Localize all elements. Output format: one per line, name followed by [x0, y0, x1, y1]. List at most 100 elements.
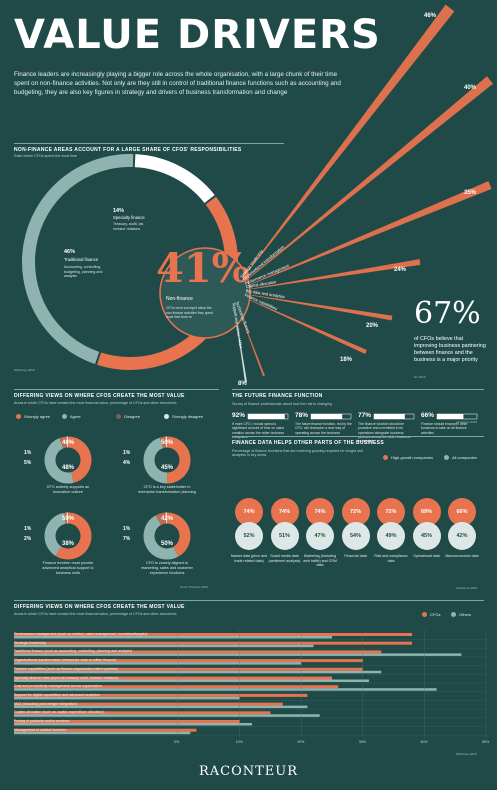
- ray-value-5: 18%: [340, 357, 353, 363]
- hbar-label-4: Finance capabilities (such as finance-or…: [14, 666, 118, 671]
- donut-3-caption: CFO is closely aligned to marketing, sal…: [141, 561, 193, 575]
- section1-subtitle: Ratio where CFOs spend the most time: [14, 154, 77, 158]
- hbar-others-3: [14, 662, 302, 665]
- donut-1-sd-label: 1%: [123, 450, 131, 456]
- hbar-label-0: Performance management (such as metrics,…: [14, 632, 148, 636]
- hbar-others-2: [14, 653, 462, 656]
- donut-2-agree-label: 38%: [62, 541, 75, 547]
- donut-0-strongly-agree: [67, 436, 92, 483]
- hbar-others-5: [14, 679, 369, 682]
- donut-3-sd-label: 1%: [123, 526, 131, 532]
- ray-4: [232, 292, 393, 321]
- donut-1-dis-label: 4%: [123, 460, 131, 466]
- section1-source: McKinsey 2019: [14, 368, 35, 372]
- ff-desc-3: Finance should empower other functions t…: [421, 422, 468, 435]
- fd-all-1: 51%: [270, 522, 299, 550]
- section5-rule: [14, 600, 484, 601]
- hbar-cfos-2: [14, 650, 382, 654]
- hbar-label-10: Pricing of products and/or services: [14, 719, 70, 723]
- section5-subtitle: Areas in which CFOs have created the mos…: [14, 612, 177, 616]
- fd-label-4: Risk and compliance data: [374, 554, 408, 563]
- donut-2-sa-label: 59%: [62, 516, 75, 522]
- nonfinance-label: Non-finance: [166, 296, 193, 302]
- ray-1: [232, 76, 494, 292]
- donut-3-agree: [143, 515, 179, 560]
- hbar-cfos-7: [14, 693, 308, 697]
- nonfinance-pct: 41%: [156, 245, 250, 292]
- hbar-tick-1: 10%: [235, 740, 243, 744]
- specialty-desc: Treasury, audit, tax, investor relations: [113, 222, 145, 231]
- hbar-label-8: M&A (including post-merger integration): [14, 701, 78, 706]
- donut-slice-specialty-finance: [134, 154, 215, 204]
- fd-all-5: 45%: [412, 522, 441, 550]
- ray-value-1: 40%: [464, 85, 477, 91]
- intro-text: Finance leaders are increasingly playing…: [14, 71, 341, 96]
- hbar-tick-3: 30%: [358, 740, 366, 744]
- donut-1-caption: CFO is a key stakeholder in enterprise t…: [138, 485, 196, 494]
- section5-source: McKinsey 2019: [456, 752, 477, 756]
- fd-high-5: 69%: [412, 498, 441, 526]
- hbar-cfos-10: [14, 720, 240, 723]
- future-bars-svg: [247, 413, 478, 420]
- ray-value-4: 20%: [366, 323, 379, 329]
- nonfinance-desc: CFOs were surveyed about the non-finance…: [166, 306, 213, 320]
- hbar-others-10: [14, 723, 252, 726]
- ff-pct-2: 77%: [358, 412, 372, 419]
- fd-label-5: Operational data: [413, 554, 440, 558]
- donut-1-strongly-agree: [166, 436, 191, 484]
- legend-strongly-agree: Strongly agree: [16, 414, 50, 420]
- ff-pct-0: 92%: [232, 412, 246, 419]
- section3-source: Accenture 2019: [456, 420, 478, 424]
- donut-0-disagree: [59, 436, 68, 449]
- donut-2-dis-label: 2%: [24, 536, 32, 542]
- section2-source: Grant Thornton 2019: [180, 585, 208, 589]
- fd-label-3: Financial data: [344, 554, 367, 558]
- hbar-cfos-4: [14, 667, 363, 671]
- ff-desc-1: The future finance function, led by the …: [295, 422, 352, 435]
- donut-1-agree: [143, 437, 168, 484]
- hbar-cfos-9: [14, 711, 271, 715]
- hbar-cfos-0: [14, 633, 413, 636]
- legend-others: Others: [451, 612, 471, 618]
- specialty-label: Specialty finance: [113, 215, 145, 220]
- ray-5: [232, 292, 367, 354]
- hbar-label-7: Support for digital capabilities and adv…: [14, 692, 100, 697]
- hbar-cfos-5: [14, 676, 332, 680]
- donut-0-sd-label: 1%: [24, 450, 32, 456]
- donut-3-strongly-agree: [166, 512, 191, 557]
- hbar-others-6: [14, 688, 437, 691]
- section1-title: NON-FINANCE AREAS ACCOUNT FOR A LARGE SH…: [14, 147, 242, 153]
- section2-rule: [14, 389, 219, 390]
- fd-label-2: Marketing (including web traffic) and CR…: [303, 554, 337, 567]
- fd-high-0: 74%: [235, 498, 263, 526]
- donuts-svg: [44, 436, 191, 560]
- ff-bar-2: [374, 414, 405, 419]
- donut-2-strongly-agree: [55, 512, 92, 560]
- donut-3-disagree: [155, 512, 167, 526]
- hbar-cfos-11: [14, 728, 197, 732]
- donut-1-disagree: [159, 436, 167, 449]
- donut-0-caption: CFO actively supports an innovation cult…: [46, 485, 90, 494]
- legend-cfos: CFOs: [422, 612, 440, 618]
- fd-high-4: 72%: [377, 498, 405, 526]
- fd-high-2: 74%: [306, 498, 334, 526]
- section1-svg: [22, 4, 494, 383]
- ff-bar-1: [311, 414, 343, 419]
- hbar-others-0: [14, 636, 332, 639]
- donut-0-agree-label: 48%: [62, 465, 75, 471]
- fd-all-4: 49%: [377, 522, 405, 550]
- hbar-label-11: Management of activist investors: [14, 727, 67, 732]
- section3-title: THE FUTURE FINANCE FUNCTION: [232, 393, 323, 399]
- fd-high-6: 66%: [448, 498, 476, 526]
- traditional-desc: Accounting, controlling, budgeting, plan…: [64, 265, 103, 279]
- donut-3-sa-label: 42%: [161, 516, 174, 522]
- hbar-label-1: Strategic leadership: [14, 640, 46, 645]
- fd-high-3: 72%: [341, 498, 370, 526]
- hbar-cfos-8: [14, 702, 283, 706]
- hbar-label-6: Cost and productivity management across …: [14, 684, 102, 689]
- legend-high-growth: High-growth companies: [383, 455, 433, 461]
- hbar-svg: [14, 630, 487, 737]
- fd-all-3: 54%: [341, 522, 370, 550]
- callout-text: of CFOs believe that improving business …: [414, 336, 486, 363]
- hbar-tick-2: 20%: [297, 740, 305, 744]
